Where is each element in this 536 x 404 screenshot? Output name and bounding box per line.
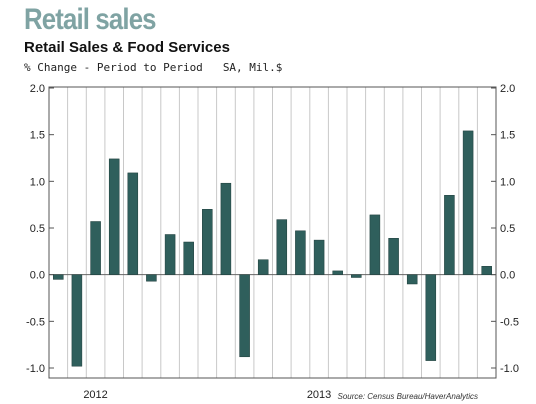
y-tick-label-right: 1.5 (500, 130, 515, 142)
chart-title: Retail Sales & Food Services (24, 39, 230, 56)
subtitle-measure: % Change - Period to Period (24, 61, 203, 74)
bar[interactable] (313, 239, 325, 275)
y-tick-label-right: 2.0 (500, 83, 515, 95)
y-tick-label-right: 0.0 (500, 270, 515, 282)
bar[interactable] (276, 219, 288, 275)
bar[interactable] (444, 195, 455, 275)
bar[interactable] (164, 234, 176, 275)
bar[interactable] (239, 274, 250, 358)
bar[interactable] (295, 230, 306, 275)
chart-subtitle: % Change - Period to Period SA, Mil.$ (24, 61, 282, 74)
bar[interactable] (369, 214, 381, 275)
bar[interactable] (71, 274, 83, 367)
y-tick-label-left: 1.0 (30, 176, 45, 188)
headline: Retail sales (24, 3, 157, 36)
subtitle-units: SA, Mil.$ (222, 61, 283, 74)
bar[interactable] (462, 130, 474, 275)
y-tick-label-right: 0.5 (500, 223, 515, 235)
bar[interactable] (481, 266, 492, 275)
bar[interactable] (53, 274, 64, 280)
y-tick-label-left: -0.5 (26, 316, 45, 328)
bar[interactable] (202, 209, 213, 275)
bar[interactable] (406, 274, 418, 285)
plot-frame (48, 86, 497, 379)
y-tick-label-left: -1.0 (26, 363, 45, 375)
x-tick-label: 2012 (83, 389, 107, 401)
y-tick-label-right: -0.5 (500, 316, 519, 328)
y-tick-label-left: 1.5 (30, 130, 45, 142)
bar[interactable] (425, 274, 437, 361)
y-tick-label-left: 0.5 (30, 223, 45, 235)
bar[interactable] (90, 221, 101, 275)
y-tick-label-left: 0.0 (30, 270, 45, 282)
bar[interactable] (351, 274, 362, 278)
bar[interactable] (183, 241, 194, 275)
bar[interactable] (146, 274, 157, 282)
source-note: Source: Census Bureau/HaverAnalytics (337, 392, 478, 401)
x-tick-label: 2013 (307, 389, 331, 401)
bar[interactable] (127, 172, 139, 275)
bar[interactable] (220, 182, 232, 275)
bar[interactable] (388, 238, 399, 275)
bar[interactable] (332, 270, 343, 275)
y-tick-label-right: -1.0 (500, 363, 519, 375)
y-tick-label-right: 1.0 (500, 176, 515, 188)
y-tick-label-left: 2.0 (30, 83, 45, 95)
bar[interactable] (108, 158, 120, 275)
bar[interactable] (257, 259, 269, 275)
